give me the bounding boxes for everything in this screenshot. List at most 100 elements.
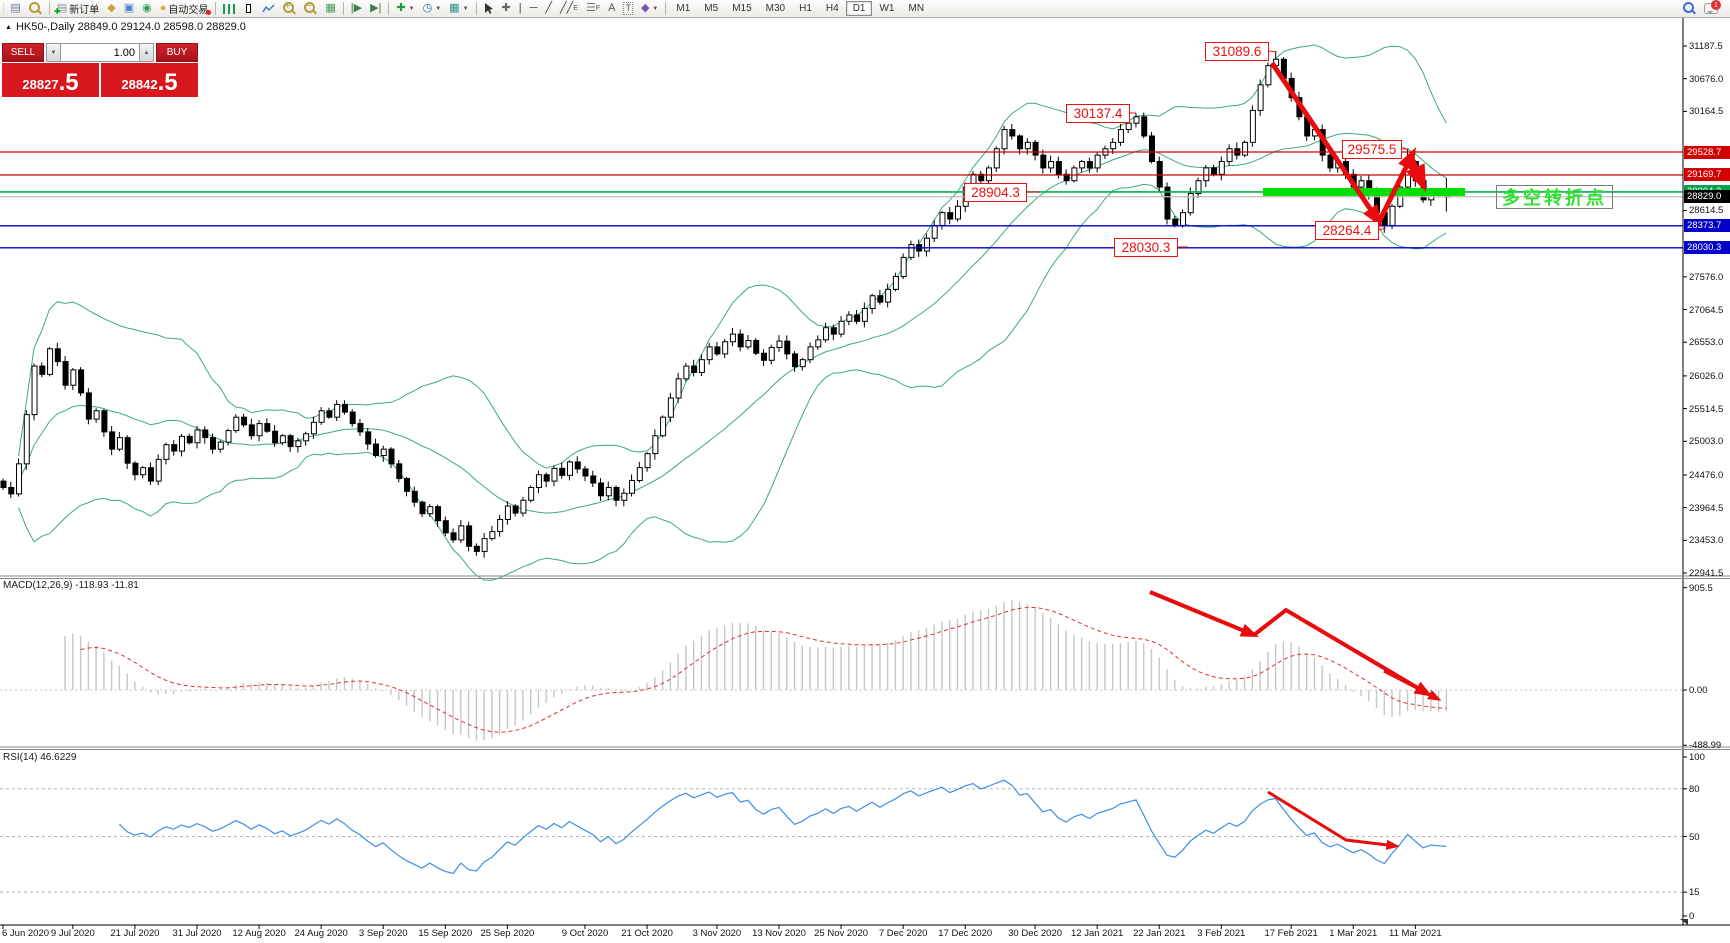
auto-scroll-icon[interactable]: ▶| [370, 2, 382, 14]
date-axis-tick: 3 Feb 2021 [1197, 928, 1246, 939]
date-axis-tick: 22 Jan 2021 [1133, 928, 1186, 939]
timeframe-button-d1[interactable]: D1 [845, 1, 873, 16]
new-order-button[interactable]: ▤ ✚ 新订单 [53, 2, 100, 17]
vertical-line-icon[interactable]: | [518, 2, 522, 14]
buy-button[interactable]: BUY [156, 43, 198, 62]
chart-shift-icon[interactable]: |▶ [350, 2, 363, 14]
date-axis-tick: 17 Dec 2020 [938, 928, 993, 939]
date-axis-tick: 15 Sep 2020 [418, 928, 473, 939]
volume-up-button[interactable]: ▲ [139, 43, 154, 62]
search-icon[interactable] [1679, 1, 1700, 17]
main-toolbar: ┊ ▤ ▤ ✚ 新订单 ◆ ▣ ◉ ● 自动交易 + − ▦ |▶ ▶| ✚ ▼ ◷ ▼ ▦ ▼ ✚ | ─ ╱ ╱╱ E ☰ F A T ◆… [0, 0, 1730, 18]
cursor-icon[interactable] [480, 1, 498, 17]
price-axis-tick: 23453.0 [1689, 535, 1724, 547]
trendline-icon[interactable]: ╱ [545, 2, 553, 14]
ask-price-panel[interactable]: 28842 .5 [101, 63, 198, 97]
profiles-icon[interactable] [25, 1, 46, 17]
date-axis-tick: 3 Sep 2020 [358, 928, 408, 939]
date-axis-tick: 6 Jun 2020 [2, 928, 50, 939]
date-axis-tick: 7 Dec 2020 [878, 928, 928, 939]
date-axis-tick: 3 Nov 2020 [692, 928, 742, 939]
bar-chart-icon[interactable] [219, 1, 239, 17]
timeframe-button-w1[interactable]: W1 [879, 3, 895, 14]
date-axis-tick: 9 Jul 2020 [50, 928, 95, 939]
timeframe-button-mn[interactable]: MN [908, 3, 925, 14]
channel-icon[interactable]: ╱╱ E [560, 2, 578, 14]
date-axis-tick: 11 Mar 2021 [1388, 928, 1442, 939]
tile-windows-icon[interactable]: ▦ [325, 2, 336, 14]
timeframe-button-h1[interactable]: H1 [799, 3, 812, 14]
metaeditor-icon[interactable]: ◆ [107, 2, 116, 14]
volume-down-button[interactable]: ▼ [46, 43, 61, 62]
zoom-in-icon[interactable]: + [279, 1, 300, 17]
price-axis-tick: 26553.0 [1689, 337, 1724, 349]
price-axis-tick: 30164.5 [1689, 106, 1724, 118]
templates-icon[interactable]: ▦ ▼ [449, 2, 469, 14]
periods-icon[interactable]: ◷ ▼ [422, 2, 442, 14]
price-axis-tick: 27064.5 [1689, 304, 1724, 316]
candle-chart-icon[interactable] [239, 1, 258, 17]
date-axis-tick: 12 Aug 2020 [232, 928, 286, 939]
open-chart-icon[interactable]: ▤ [10, 2, 21, 14]
price-level-badge: 28030.3 [1684, 241, 1730, 255]
strategy-tester-icon[interactable]: ◉ [142, 2, 152, 14]
terminal-icon[interactable]: ▣ [123, 2, 135, 14]
bid-integer: 28827 [22, 77, 59, 92]
rsi-indicator-label: RSI(14) 46.6229 [3, 752, 77, 763]
price-axis-tick: 25514.5 [1689, 403, 1724, 415]
notification-badge: 1 [1711, 0, 1721, 10]
price-callout-label[interactable]: 28030.3 [1114, 238, 1178, 257]
date-axis-tick: 30 Dec 2020 [1008, 928, 1063, 939]
crosshair-icon[interactable]: ✚ [501, 2, 511, 14]
date-axis-tick: 13 Nov 2020 [752, 928, 806, 939]
date-axis-tick: 21 Jul 2020 [110, 928, 160, 939]
volume-stepper: ▼ ▲ [46, 43, 154, 62]
volume-input[interactable] [61, 43, 139, 62]
date-axis-tick: 17 Feb 2021 [1264, 928, 1318, 939]
date-axis-tick: 25 Sep 2020 [480, 928, 535, 939]
price-level-badge: 28373.7 [1684, 219, 1730, 233]
price-axis-tick: 30676.0 [1689, 73, 1724, 85]
text-icon[interactable]: A [608, 2, 616, 14]
rsi-axis-tick: 100 [1689, 752, 1705, 763]
timeframe-button-h4[interactable]: H4 [825, 3, 839, 14]
panel-toggle-icon[interactable]: ▲ [5, 23, 12, 31]
price-callout-label[interactable]: 28264.4 [1315, 221, 1379, 240]
price-level-badge: 29528.7 [1684, 145, 1730, 159]
date-axis-tick: 1 Mar 2021 [1329, 928, 1378, 939]
price-axis-tick: 22941.5 [1689, 568, 1724, 580]
indicators-icon[interactable]: ✚ ▼ [396, 2, 415, 14]
chart-title: ▲ HK50-,Daily 28849.0 29124.0 28598.0 28… [5, 21, 246, 33]
price-callout-label[interactable]: 29575.5 [1342, 140, 1402, 159]
price-callout-label[interactable]: 28904.3 [964, 183, 1027, 202]
fibonacci-icon[interactable]: ☰ F [585, 2, 601, 14]
rsi-axis-tick: 80 [1689, 783, 1700, 795]
ask-fraction: .5 [157, 69, 178, 96]
price-axis-tick: 31187.5 [1689, 41, 1723, 52]
turning-point-note[interactable]: 多空转折点 [1496, 185, 1613, 209]
arrows-icon[interactable]: ◆ ▼ [640, 2, 659, 14]
timeframe-button-m1[interactable]: M1 [676, 3, 691, 14]
toolbar-separator [215, 2, 217, 15]
text-label-icon[interactable]: T [623, 2, 633, 15]
price-callout-label[interactable]: 30137.4 [1066, 104, 1130, 123]
price-level-badge: 28829.0 [1684, 190, 1730, 204]
horizontal-line-icon[interactable]: ─ [529, 2, 538, 14]
date-axis-tick: 12 Jan 2021 [1071, 928, 1124, 939]
one-click-trade-panel: SELL ▼ ▲ BUY 28827 .5 28842 .5 [2, 43, 198, 97]
price-callout-label[interactable]: 31089.6 [1205, 42, 1269, 61]
date-axis-tick: 21 Oct 2020 [621, 928, 673, 939]
zoom-out-icon[interactable]: − [300, 1, 321, 17]
price-level-badge: 29169.7 [1684, 168, 1730, 182]
price-axis-tick: 28614.5 [1689, 205, 1724, 217]
timeframe-button-m15[interactable]: M15 [732, 3, 752, 14]
notifications-icon[interactable]: 1 [1700, 0, 1722, 17]
timeframe-button-m30[interactable]: M30 [765, 3, 786, 14]
bid-price-panel[interactable]: 28827 .5 [2, 63, 99, 97]
timeframe-button-m5[interactable]: M5 [704, 3, 719, 14]
autotrading-button[interactable]: ● 自动交易 [156, 1, 213, 17]
toolbar-separator [48, 2, 50, 15]
line-chart-icon[interactable] [258, 1, 279, 17]
sell-button[interactable]: SELL [2, 43, 44, 62]
